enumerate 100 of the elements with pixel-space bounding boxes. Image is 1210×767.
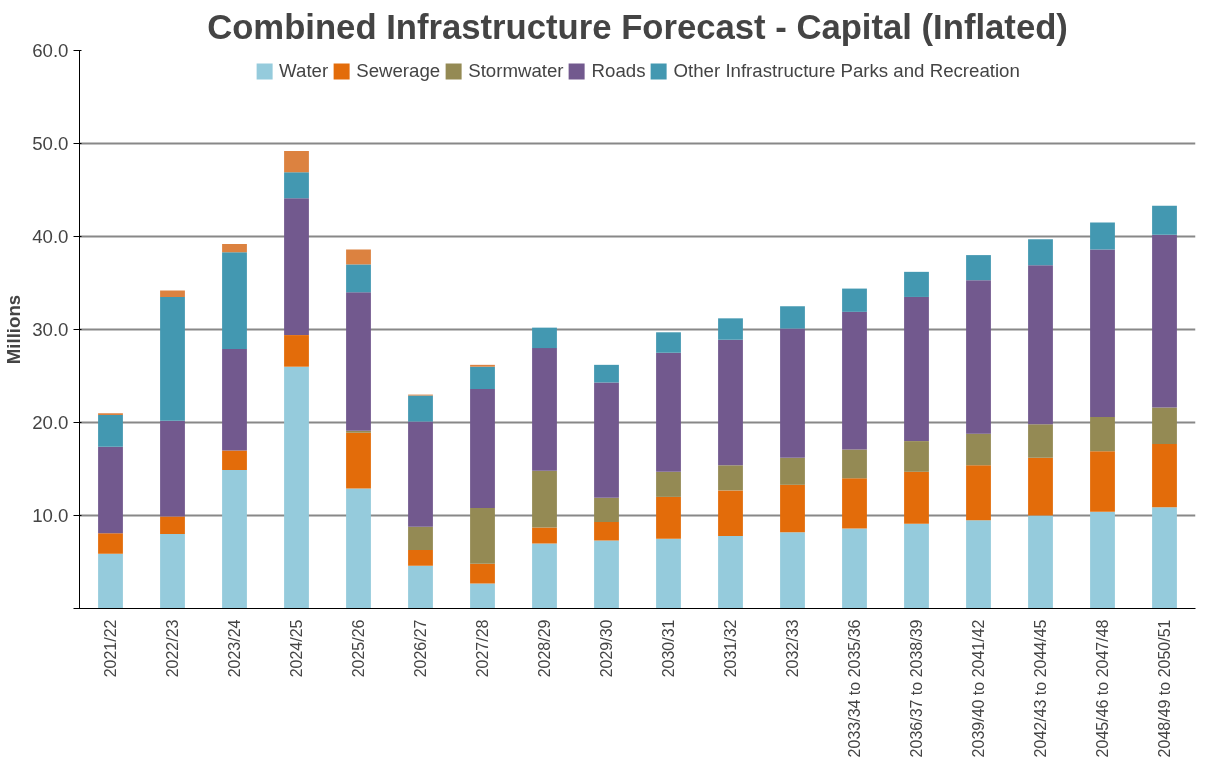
bar bbox=[470, 563, 495, 584]
bar bbox=[346, 488, 371, 609]
x-tick-label: 2028/29 bbox=[536, 619, 553, 678]
bar bbox=[532, 543, 557, 609]
x-tick-label: 2027/28 bbox=[474, 619, 491, 678]
bar bbox=[222, 252, 247, 350]
bar bbox=[1090, 451, 1115, 512]
bar bbox=[160, 534, 185, 609]
bar bbox=[408, 395, 433, 422]
bar bbox=[470, 583, 495, 609]
x-tick-label: 2025/26 bbox=[350, 619, 367, 678]
bar bbox=[284, 366, 309, 609]
bar bbox=[842, 449, 867, 479]
bar bbox=[532, 470, 557, 528]
bar bbox=[656, 538, 681, 609]
legend-label: Roads bbox=[591, 60, 646, 82]
bar bbox=[1152, 443, 1177, 508]
bar bbox=[160, 420, 185, 517]
bar bbox=[718, 490, 743, 536]
bar bbox=[284, 172, 309, 199]
bar bbox=[532, 527, 557, 544]
x-tick-label: 2029/30 bbox=[598, 619, 615, 678]
bar bbox=[718, 339, 743, 466]
bar bbox=[408, 421, 433, 527]
bar bbox=[718, 535, 743, 609]
bar bbox=[98, 533, 123, 554]
bar bbox=[594, 364, 619, 383]
bar bbox=[1090, 416, 1115, 452]
bar bbox=[718, 318, 743, 340]
bar bbox=[346, 264, 371, 293]
bar bbox=[98, 415, 123, 447]
bar bbox=[904, 523, 929, 609]
bar bbox=[284, 150, 309, 173]
bar bbox=[594, 382, 619, 498]
chart-title: Combined Infrastructure Forecast - Capital (Inflated) bbox=[207, 7, 1068, 46]
bar bbox=[842, 478, 867, 529]
bar bbox=[1152, 234, 1177, 408]
bar bbox=[904, 471, 929, 524]
bar bbox=[1090, 249, 1115, 417]
x-tick-label: 2022/23 bbox=[164, 619, 181, 678]
bar bbox=[842, 311, 867, 450]
bar bbox=[222, 349, 247, 451]
bar bbox=[656, 352, 681, 472]
bar bbox=[1090, 511, 1115, 609]
legend-label: Water bbox=[279, 60, 329, 82]
bar bbox=[98, 446, 123, 534]
y-tick-label: 30.0 bbox=[32, 319, 69, 340]
bar bbox=[160, 290, 185, 297]
bar bbox=[904, 441, 929, 472]
bar bbox=[470, 366, 495, 390]
y-tick-label: 10.0 bbox=[32, 505, 69, 526]
bar bbox=[1090, 222, 1115, 250]
bar bbox=[966, 520, 991, 609]
bar bbox=[1028, 265, 1053, 425]
x-tick-label: 2021/22 bbox=[102, 619, 119, 678]
x-tick-label: 2042/43 to 2044/45 bbox=[1032, 619, 1049, 758]
y-tick-label: 20.0 bbox=[32, 412, 69, 433]
bar bbox=[1028, 515, 1053, 609]
bar bbox=[656, 332, 681, 353]
bar bbox=[966, 465, 991, 521]
bar bbox=[904, 271, 929, 297]
bar bbox=[222, 450, 247, 470]
bar bbox=[780, 328, 805, 458]
bar bbox=[1028, 424, 1053, 458]
bar bbox=[408, 526, 433, 550]
x-tick-label: 2024/25 bbox=[288, 619, 305, 678]
bar bbox=[346, 292, 371, 431]
x-tick-label: 2033/34 to 2035/36 bbox=[846, 619, 863, 758]
bar bbox=[346, 249, 371, 265]
legend-label: Stormwater bbox=[468, 60, 564, 82]
bar bbox=[408, 549, 433, 566]
bar bbox=[532, 327, 557, 349]
bar bbox=[1028, 457, 1053, 516]
y-tick-label: 60.0 bbox=[32, 40, 69, 61]
x-tick-label: 2032/33 bbox=[784, 619, 801, 678]
bar bbox=[1028, 239, 1053, 266]
bar bbox=[1152, 205, 1177, 235]
bar bbox=[1152, 507, 1177, 609]
y-tick-label: 40.0 bbox=[32, 226, 69, 247]
x-tick-label: 2030/31 bbox=[660, 619, 677, 678]
bar bbox=[904, 296, 929, 442]
x-tick-label: 2048/49 to 2050/51 bbox=[1156, 619, 1173, 758]
bar bbox=[284, 335, 309, 367]
bar bbox=[408, 565, 433, 609]
bar bbox=[718, 465, 743, 491]
x-tick-label: 2023/24 bbox=[226, 619, 243, 678]
bar bbox=[842, 288, 867, 312]
x-tick-label: 2045/46 to 2047/48 bbox=[1094, 619, 1111, 758]
bar bbox=[346, 432, 371, 489]
bar bbox=[284, 198, 309, 336]
x-tick-label: 2026/27 bbox=[412, 619, 429, 678]
bar bbox=[98, 553, 123, 609]
bar bbox=[532, 348, 557, 471]
bar bbox=[842, 528, 867, 609]
bar bbox=[594, 522, 619, 541]
legend-label: Other Infrastructure Parks and Recreation bbox=[673, 60, 1020, 82]
bar bbox=[780, 484, 805, 533]
bar bbox=[222, 243, 247, 253]
bar bbox=[160, 516, 185, 535]
y-tick-label: 50.0 bbox=[32, 133, 69, 154]
